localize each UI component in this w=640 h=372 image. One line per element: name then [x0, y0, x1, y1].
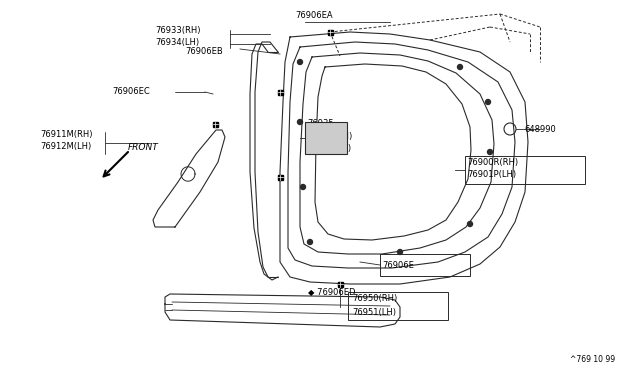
Text: 76933(RH): 76933(RH) [155, 26, 200, 35]
FancyBboxPatch shape [305, 122, 347, 154]
Circle shape [397, 250, 403, 254]
Circle shape [298, 60, 303, 64]
Bar [278, 90, 282, 94]
Bar [278, 174, 282, 180]
Text: 76951(LH): 76951(LH) [352, 308, 396, 317]
Circle shape [458, 64, 463, 70]
Text: 76934(LH): 76934(LH) [155, 38, 199, 48]
Text: 76906EC: 76906EC [112, 87, 150, 96]
Text: 76935: 76935 [307, 119, 333, 128]
Bar [328, 29, 333, 35]
Text: 76906EB: 76906EB [185, 48, 223, 57]
Bar [380, 254, 470, 276]
Circle shape [298, 119, 303, 125]
Circle shape [467, 221, 472, 227]
Bar [212, 122, 218, 126]
Text: 76921(RH): 76921(RH) [307, 131, 352, 141]
Text: 76912M(LH): 76912M(LH) [40, 142, 92, 151]
Circle shape [488, 150, 493, 154]
Bar [348, 292, 448, 320]
Text: 76911M(RH): 76911M(RH) [40, 129, 93, 138]
Circle shape [301, 185, 305, 189]
Text: FRONT: FRONT [128, 142, 159, 151]
Text: ^769 10 99: ^769 10 99 [570, 356, 615, 365]
Text: 76923(LH): 76923(LH) [307, 144, 351, 153]
Circle shape [307, 240, 312, 244]
Text: 76906E: 76906E [382, 260, 414, 269]
Circle shape [486, 99, 490, 105]
Bar [465, 156, 585, 184]
Text: 76900R(RH): 76900R(RH) [467, 157, 518, 167]
Text: 76950(RH): 76950(RH) [352, 294, 397, 302]
Text: ◆ 76906ED: ◆ 76906ED [308, 288, 355, 296]
Text: 76901P(LH): 76901P(LH) [467, 170, 516, 180]
Text: 76906EA: 76906EA [295, 10, 333, 19]
Bar [337, 282, 342, 286]
Text: 648990: 648990 [524, 125, 556, 134]
